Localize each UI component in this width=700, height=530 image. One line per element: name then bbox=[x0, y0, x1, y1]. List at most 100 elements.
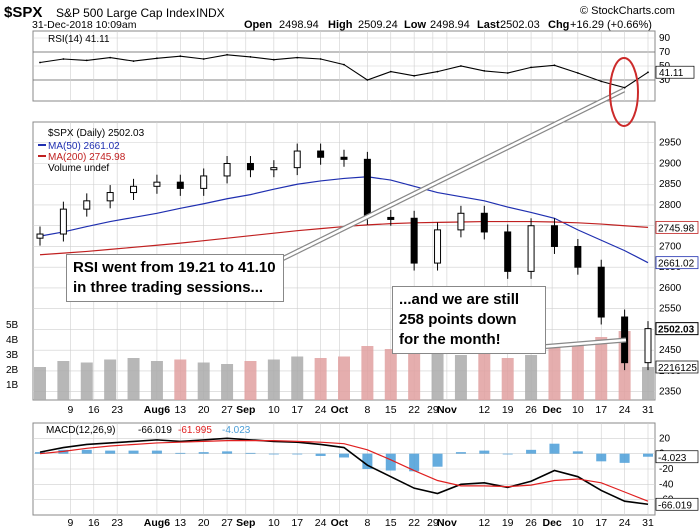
copyright: © StockCharts.com bbox=[580, 5, 675, 17]
macd-histogram-bar bbox=[315, 453, 326, 456]
volume-bar bbox=[221, 364, 234, 400]
price-tick-label: 2600 bbox=[659, 283, 682, 294]
price-candle-body bbox=[106, 192, 114, 202]
rsi-point bbox=[600, 80, 603, 83]
volume-bar bbox=[150, 361, 163, 400]
y-axis-labels: 3050709023502400245025002550260026502700… bbox=[6, 33, 699, 511]
macd-legend-label: MACD(12,26,9) bbox=[46, 425, 115, 436]
price-last-label: 2502.03 bbox=[658, 325, 695, 336]
rsi-point bbox=[389, 70, 392, 73]
quote-summary: Open 2498.94 High 2509.24 Low 2498.94 La… bbox=[244, 19, 652, 31]
date-tick-label: 24 bbox=[619, 404, 631, 416]
price-tick-label: 2350 bbox=[659, 387, 682, 398]
chg-value: +16.29 (+0.66%) bbox=[570, 19, 652, 31]
macd-histogram-bar bbox=[549, 443, 560, 454]
price-candle-body bbox=[130, 185, 138, 194]
price-last-box bbox=[655, 322, 699, 336]
price-tick-label: 2450 bbox=[659, 345, 682, 356]
price-candle-body bbox=[597, 266, 605, 318]
volume-bar bbox=[548, 347, 561, 400]
price-candle-body bbox=[363, 158, 371, 218]
macd-histogram-bar bbox=[198, 452, 209, 454]
volume-bar bbox=[314, 358, 327, 400]
rsi-point bbox=[179, 55, 182, 58]
macd-histogram-bar bbox=[35, 452, 45, 454]
volume-bars bbox=[34, 331, 654, 400]
volume-bar bbox=[338, 356, 350, 400]
price-candle-body bbox=[59, 208, 67, 235]
price-candle-body bbox=[434, 229, 442, 264]
date-tick-label-bottom: Dec bbox=[542, 517, 561, 529]
macd-histogram-bar bbox=[362, 453, 373, 469]
date-tick-label: 12 bbox=[478, 404, 490, 416]
price-candle-body bbox=[340, 156, 348, 160]
date-tick-label-bottom: 17 bbox=[595, 517, 607, 529]
macd-hist-last-label: -4.023 bbox=[658, 453, 687, 464]
date-tick-label: 9 bbox=[67, 404, 73, 416]
price-candle-body bbox=[200, 175, 208, 189]
volume-bar bbox=[34, 367, 46, 400]
date-tick-label-bottom: 20 bbox=[198, 517, 210, 529]
volume-bar bbox=[57, 361, 70, 400]
price-tick-label: 2950 bbox=[659, 138, 682, 149]
date-tick-label: Nov bbox=[437, 404, 457, 416]
volume-bar bbox=[244, 361, 257, 400]
volume-bar bbox=[478, 352, 491, 400]
ma200-last-label: 2745.98 bbox=[658, 223, 695, 234]
rsi-point bbox=[132, 60, 135, 62]
macd-histogram-bar bbox=[151, 450, 162, 454]
date-tick-label-bottom: 23 bbox=[111, 517, 123, 529]
price-candle-body bbox=[317, 150, 325, 158]
rsi-point bbox=[249, 56, 252, 58]
ma50-line bbox=[39, 176, 649, 264]
date-tick-label: 20 bbox=[198, 404, 210, 416]
rsi-point bbox=[436, 70, 439, 73]
date-tick-label: Oct bbox=[331, 404, 349, 416]
date-tick-label-bottom: 26 bbox=[525, 517, 537, 529]
volume-bar bbox=[291, 356, 304, 400]
rsi-point bbox=[39, 61, 41, 64]
date-tick-label-bottom: 22 bbox=[408, 517, 420, 529]
date-tick-label: 26 bbox=[525, 404, 537, 416]
macd-histogram-bar bbox=[572, 451, 583, 454]
price-candle-body bbox=[270, 167, 278, 171]
rsi-tick-label: 90 bbox=[659, 33, 671, 44]
date-tick-label-bottom: 12 bbox=[478, 517, 490, 529]
macd-legend: MACD(12,26,9) -66.019 -61.995 -4.023 bbox=[46, 425, 251, 436]
rsi-arrow-core bbox=[279, 88, 625, 262]
volume-legend-text: Volume undef bbox=[48, 163, 109, 174]
date-tick-label: Sep bbox=[236, 404, 255, 416]
date-tick-label-bottom: 10 bbox=[572, 517, 584, 529]
date-tick-label-bottom: 16 bbox=[88, 517, 100, 529]
volume-bar bbox=[80, 362, 93, 400]
price-tick-label: 2550 bbox=[659, 304, 682, 315]
macd-histogram-bar bbox=[619, 453, 630, 463]
date-tick-label-bottom: 27 bbox=[221, 517, 233, 529]
chg-label: Chg bbox=[548, 19, 569, 31]
date-tick-label: 15 bbox=[385, 404, 397, 416]
macd-histogram-bar bbox=[105, 450, 116, 454]
price-candle-body bbox=[83, 200, 91, 210]
volume-bar bbox=[431, 350, 444, 400]
rsi-point bbox=[460, 65, 462, 67]
macd-histogram-bar bbox=[292, 453, 303, 455]
volume-bar bbox=[595, 337, 608, 400]
date-tick-label-bottom: Oct bbox=[331, 517, 349, 529]
volume-tick-label: 4B bbox=[6, 335, 19, 346]
volume-bar bbox=[501, 358, 514, 400]
macd-histogram-bar bbox=[222, 451, 233, 454]
rsi-point bbox=[85, 59, 88, 62]
price-candle-body bbox=[457, 212, 465, 231]
date-tick-label: 23 bbox=[111, 404, 123, 416]
volume-tick-label: 2B bbox=[6, 365, 19, 376]
volume-bar bbox=[408, 347, 421, 400]
date-tick-label-bottom: 10 bbox=[268, 517, 280, 529]
signal-line bbox=[39, 440, 649, 502]
macd-last-box bbox=[655, 497, 699, 511]
last-value: 2502.03 bbox=[500, 19, 540, 31]
date-tick-label: 19 bbox=[502, 404, 514, 416]
rsi-point bbox=[366, 79, 369, 81]
volume-bar bbox=[267, 359, 280, 400]
macd-histogram-bar bbox=[596, 453, 607, 462]
